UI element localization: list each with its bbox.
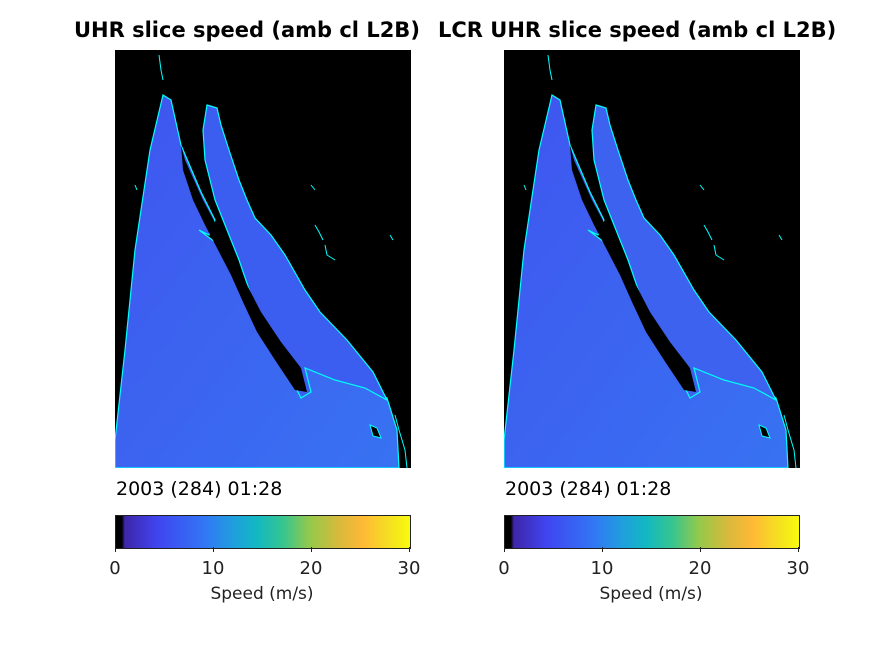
panel-1-tick-30 <box>409 547 410 552</box>
panel-2-map-image <box>504 50 800 468</box>
panel-1-ticklabel-0: 0 <box>109 558 121 579</box>
panel-1-colorbar <box>115 515 411 549</box>
panel-1-colorbar-label: Speed (m/s) <box>210 584 314 604</box>
panel-2-coast-fragments <box>523 54 797 468</box>
panel-2-tick-30 <box>798 547 799 552</box>
panel-2-ticklabel-30: 30 <box>786 558 810 579</box>
panel-2-speed-field <box>504 54 797 468</box>
panel-2-ticklabel-0: 0 <box>498 558 510 579</box>
panel-1-speed-field <box>115 54 408 468</box>
panel-2-tick-20 <box>700 547 701 552</box>
panel-2-island <box>758 424 771 439</box>
panel-2-gulf-area <box>591 104 778 402</box>
panel-2-tick-10 <box>602 547 603 552</box>
panel-2-timestamp: 2003 (284) 01:28 <box>505 478 672 500</box>
panel-2-ticklabel-10: 10 <box>590 558 614 579</box>
panel-1-title: UHR slice speed (amb cl L2B) <box>74 18 420 42</box>
panel-1-gulf-area <box>202 104 389 402</box>
panel-1-tick-20 <box>311 547 312 552</box>
panel-1-timestamp: 2003 (284) 01:28 <box>116 478 283 500</box>
panel-1-coast-fragments <box>134 54 408 468</box>
panel-2-tick-0 <box>504 547 505 552</box>
panel-1-ticklabel-10: 10 <box>201 558 225 579</box>
panel-1-tick-10 <box>213 547 214 552</box>
panel-1-ticklabel-30: 30 <box>397 558 421 579</box>
panel-1-map-image <box>115 50 411 468</box>
panel-1-island <box>369 424 382 439</box>
panel-2-colorbar <box>504 515 800 549</box>
panel-1-tick-0 <box>115 547 116 552</box>
panel-2-peninsula-land <box>570 145 696 392</box>
panel-2-colorbar-label: Speed (m/s) <box>599 584 703 604</box>
panel-1-peninsula-land <box>181 145 307 392</box>
panel-2-ticklabel-20: 20 <box>688 558 712 579</box>
panel-2-title: LCR UHR slice speed (amb cl L2B) <box>438 18 837 42</box>
panel-1-ticklabel-20: 20 <box>299 558 323 579</box>
